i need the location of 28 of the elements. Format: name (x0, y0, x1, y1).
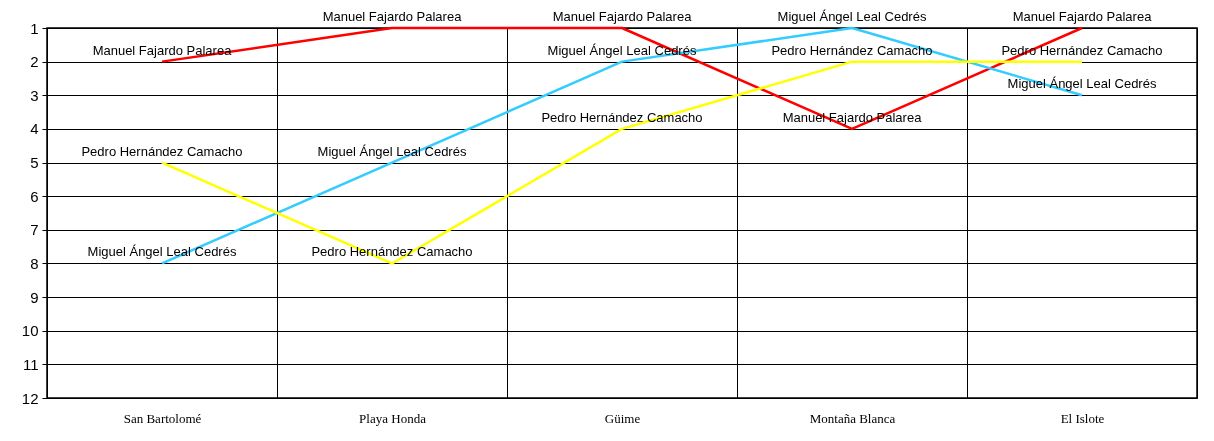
x-tick-label: Playa Honda (359, 410, 427, 426)
x-tick-label: San Bartolomé (123, 410, 202, 426)
y-tick-label: 7 (30, 221, 39, 239)
y-tick-label: 8 (30, 254, 39, 272)
x-tick-label: El Islote (1060, 410, 1105, 426)
y-tick-label: 4 (30, 120, 39, 138)
text: Manuel Fajardo Palarea (782, 109, 922, 125)
y-tick-label: 1 (30, 19, 39, 37)
text: Manuel Fajardo Palarea (1012, 9, 1152, 24)
text: Manuel Fajardo Palarea (322, 9, 462, 24)
x-tick-label: Güime (604, 410, 641, 426)
text: Miguel Ángel Leal Cedrés (87, 244, 237, 260)
series-label: Pedro Hernández Camacho (771, 42, 933, 58)
x-tick-label: Montaña Blanca (809, 410, 896, 426)
text: Miguel Ángel Leal Cedrés (777, 9, 927, 24)
y-tick-label: 2 (30, 53, 39, 71)
text: Miguel Ángel Leal Cedrés (1007, 76, 1157, 92)
y-tick-label: 12 (21, 389, 39, 407)
y-tick-label: 3 (30, 86, 39, 104)
text: Miguel Ángel Leal Cedrés (317, 143, 467, 159)
y-tick-label: 9 (30, 288, 39, 306)
text: Pedro Hernández Camacho (81, 143, 243, 159)
y-tick-label: 6 (30, 187, 39, 205)
y-tick-label: 10 (21, 322, 39, 340)
y-tick-label: 5 (30, 154, 39, 172)
y-tick-label: 11 (22, 355, 39, 373)
series-label: Manuel Fajardo Palarea (92, 42, 233, 58)
text: Manuel Fajardo Palarea (552, 9, 692, 24)
